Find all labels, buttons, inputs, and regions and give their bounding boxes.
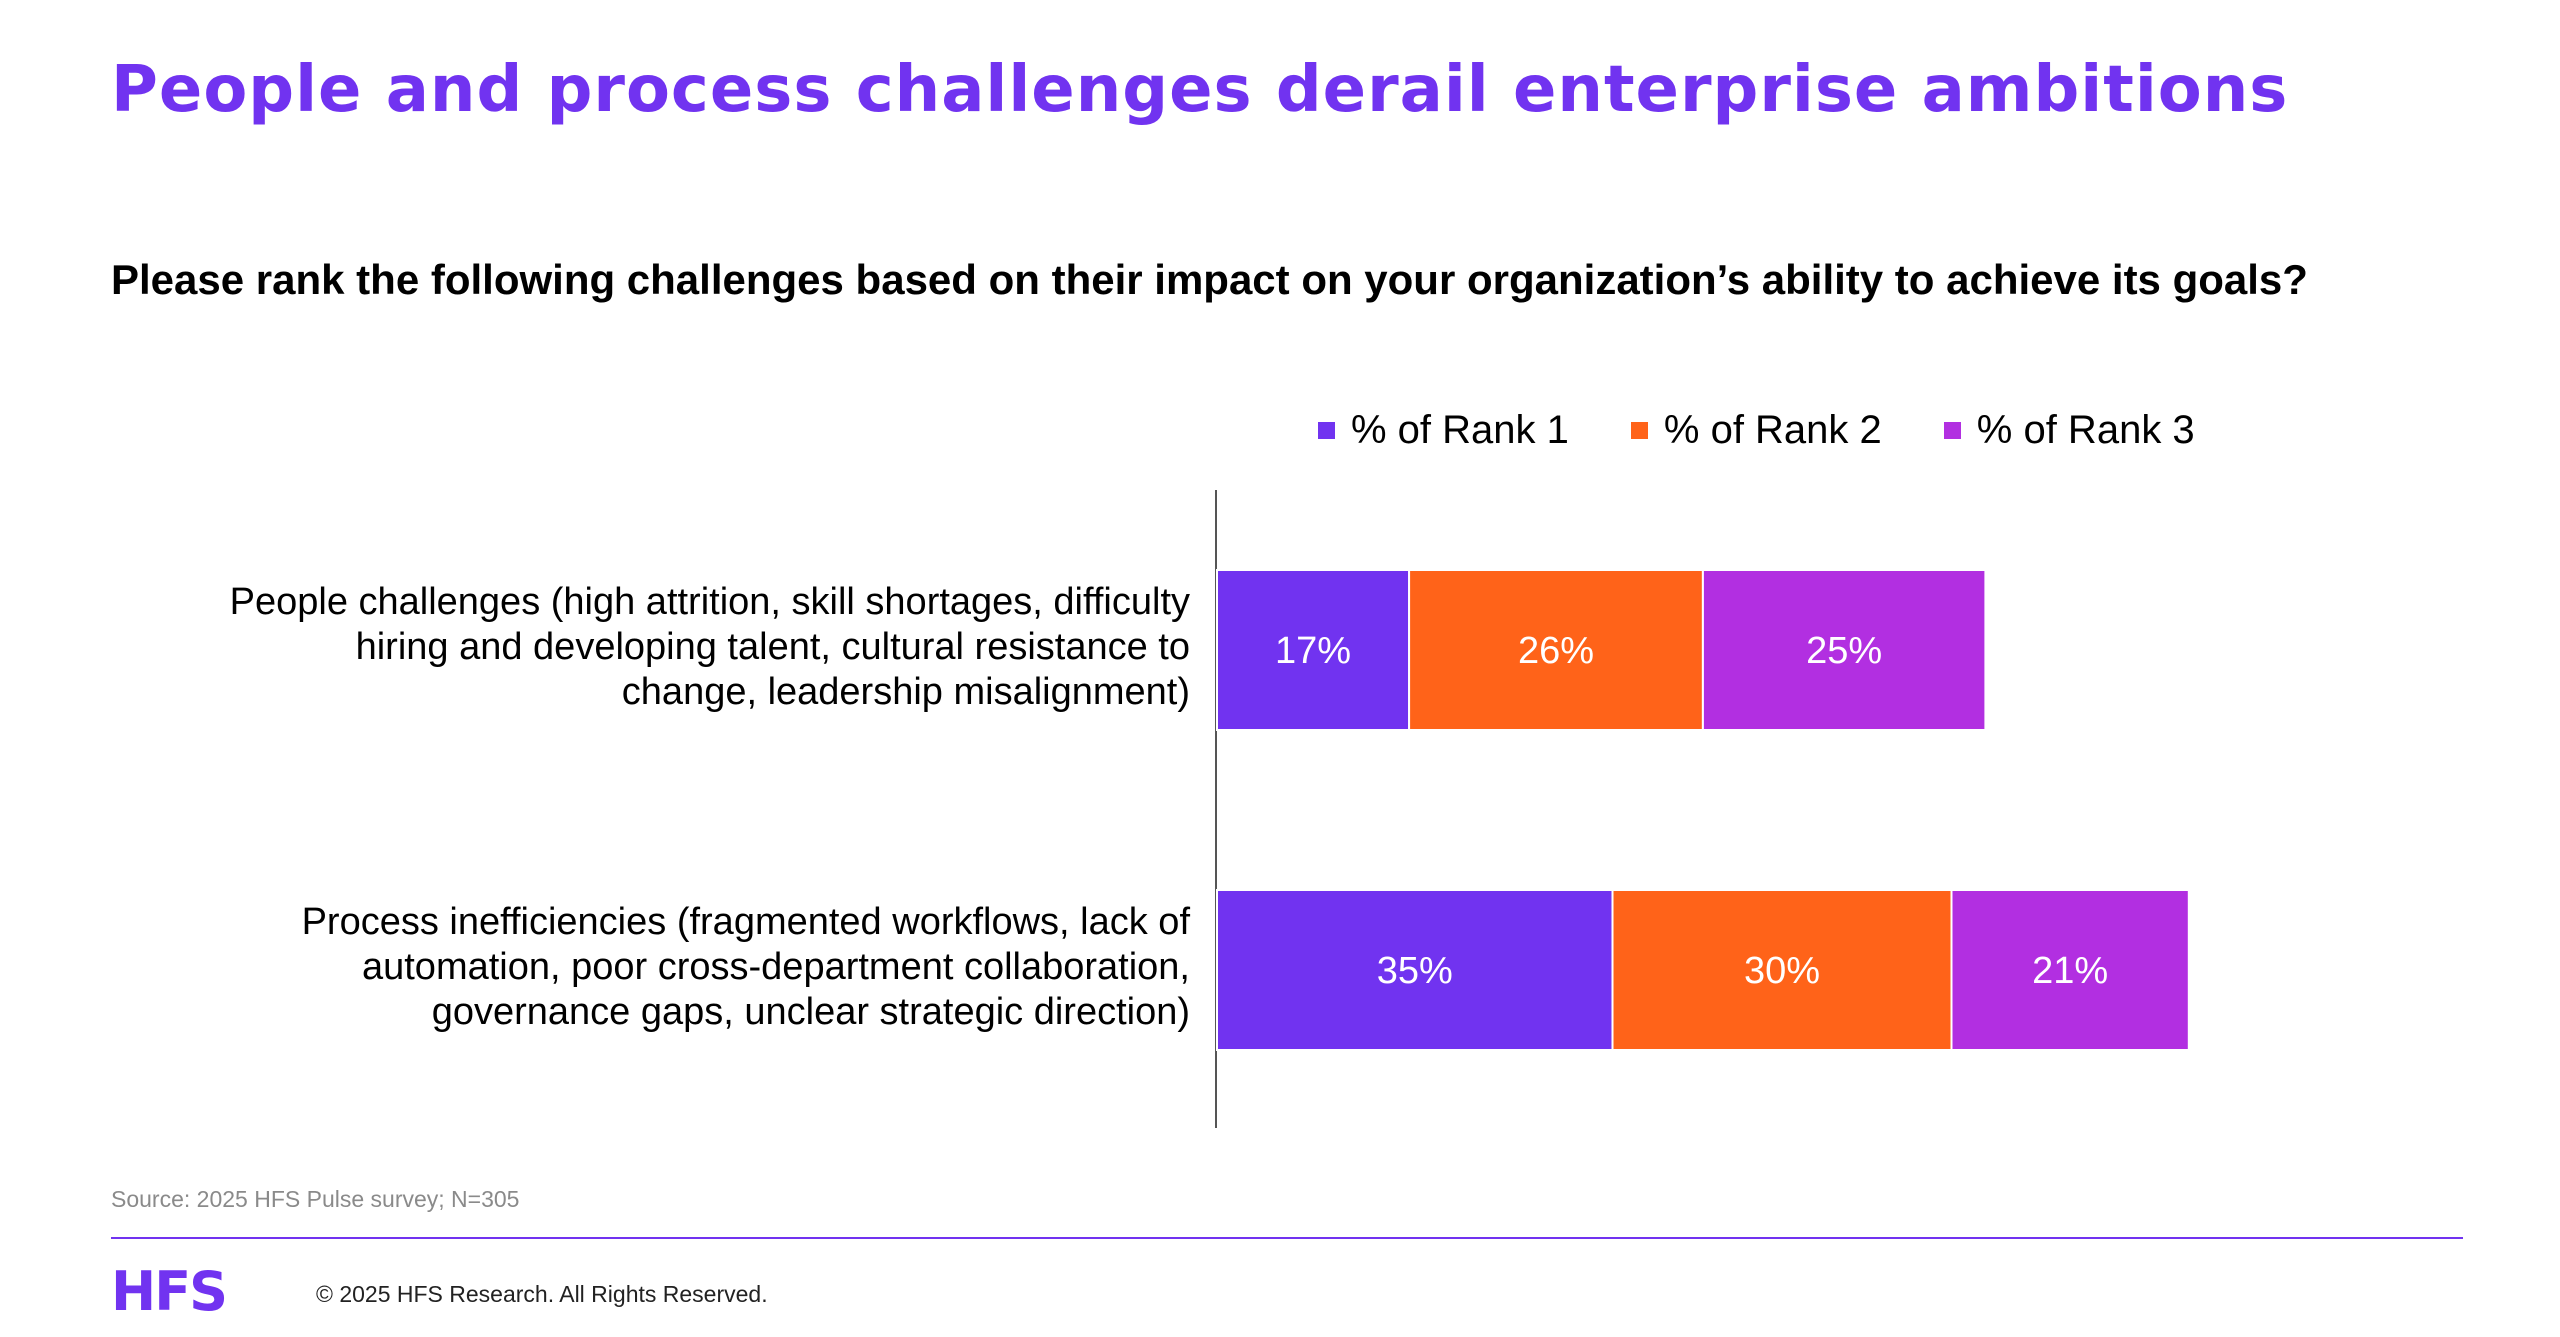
copyright-text: © 2025 HFS Research. All Rights Reserved… [316, 1281, 768, 1307]
chart-legend: % of Rank 1 % of Rank 2 % of Rank 3 [1318, 405, 2195, 455]
category-label-people: People challenges (high attrition, skill… [229, 581, 1190, 713]
hfs-logo: HFS [111, 1260, 228, 1323]
bar-people-rank-1 [1216, 569, 1411, 731]
data-label-people-rank-3: 25% [1806, 630, 1882, 672]
legend-label-rank-3: % of Rank 3 [1976, 407, 2195, 452]
legend-item-rank-2: % of Rank 2 [1630, 407, 1882, 453]
footer-divider [111, 1237, 2463, 1239]
chart-question: Please rank the following challenges bas… [111, 256, 2308, 303]
legend-item-rank-3: % of Rank 3 [1943, 407, 2195, 453]
data-label-people-rank-1: 17% [1275, 630, 1351, 672]
legend-swatch-rank-1 [1318, 421, 1335, 439]
data-label-process-rank-2: 30% [1744, 950, 1820, 992]
data-label-process-rank-3: 21% [2032, 950, 2108, 992]
category-label-process: Process inefficiencies (fragmented workf… [301, 901, 1190, 1033]
bar-process-rank-2 [1611, 889, 1953, 1051]
legend-item-rank-1: % of Rank 1 [1318, 408, 1569, 453]
data-label-people-rank-2: 26% [1518, 630, 1594, 672]
bar-people-rank-3 [1701, 569, 1987, 731]
legend-label-rank-1: % of Rank 1 [1351, 407, 1569, 452]
legend-swatch-rank-2 [1630, 421, 1648, 439]
bar-process-rank-1 [1216, 889, 1614, 1051]
source-note: Source: 2025 HFS Pulse survey; N=305 [111, 1186, 520, 1212]
bar-process-rank-3 [1950, 889, 2190, 1051]
data-label-process-rank-1: 35% [1377, 950, 1453, 992]
legend-swatch-rank-3 [1943, 421, 1961, 439]
page-title: People and process challenges derail ent… [111, 53, 2289, 127]
legend-label-rank-2: % of Rank 2 [1663, 407, 1882, 452]
